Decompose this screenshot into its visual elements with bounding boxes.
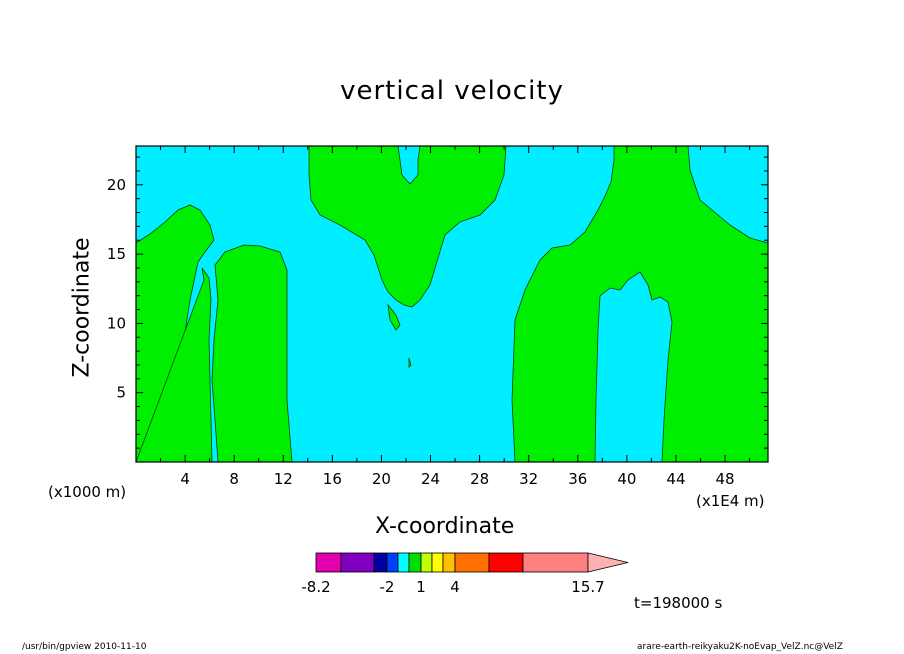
colorbar-segment bbox=[431, 552, 444, 573]
y-tick-label: 20 bbox=[107, 176, 126, 194]
colorbar-segment bbox=[454, 552, 490, 573]
x-tick-label: 36 bbox=[568, 470, 587, 488]
y-tick-label: 10 bbox=[107, 314, 126, 332]
plot-frame bbox=[135, 145, 769, 463]
x-axis-label: X-coordinate bbox=[375, 514, 515, 539]
colorbar-segment bbox=[420, 552, 433, 573]
colorbar-label: 1 bbox=[416, 578, 426, 596]
x-tick-label: 32 bbox=[519, 470, 538, 488]
y-tick-label: 5 bbox=[116, 384, 126, 402]
colorbar-segment bbox=[315, 552, 342, 573]
chart-title: vertical velocity bbox=[340, 76, 564, 106]
time-label: t=198000 s bbox=[634, 594, 723, 612]
y-axis-label: Z-coordinate bbox=[69, 237, 95, 378]
colorbar-arrow bbox=[587, 552, 629, 573]
x-tick-label: 8 bbox=[229, 470, 239, 488]
colorbar: -8.2 -2 1 4 15.7 bbox=[301, 552, 629, 596]
positive-region-1 bbox=[135, 244, 293, 463]
x-tick-label: 16 bbox=[323, 470, 342, 488]
x-unit-right-label: (x1E4 m) bbox=[696, 492, 765, 510]
colorbar-segment bbox=[397, 552, 410, 573]
x-tick-label: 48 bbox=[716, 470, 735, 488]
colorbar-label: -8.2 bbox=[301, 578, 330, 596]
x-tick-label: 24 bbox=[421, 470, 440, 488]
colorbar-segment bbox=[442, 552, 456, 573]
colorbar-label: 15.7 bbox=[571, 578, 604, 596]
colorbar-segment bbox=[373, 552, 388, 573]
positive-region-3 bbox=[387, 303, 401, 331]
footer-right: arare-earth-reikyaku2K-noEvap_VelZ.nc@Ve… bbox=[637, 642, 843, 652]
positive-region-5 bbox=[511, 145, 769, 463]
x-tick-label: 20 bbox=[372, 470, 391, 488]
colorbar-segment bbox=[340, 552, 375, 573]
x-unit-label: (x1000 m) bbox=[48, 483, 127, 501]
x-tick-label: 4 bbox=[180, 470, 190, 488]
x-tick-label: 12 bbox=[274, 470, 293, 488]
colorbar-segment bbox=[488, 552, 524, 573]
contour-fill-layer bbox=[135, 145, 769, 463]
x-tick-label: 44 bbox=[666, 470, 685, 488]
y-tick-label: 15 bbox=[107, 245, 126, 263]
x-tick-label: 28 bbox=[470, 470, 489, 488]
colorbar-segment bbox=[408, 552, 422, 573]
colorbar-segment bbox=[386, 552, 399, 573]
colorbar-segment bbox=[522, 552, 589, 573]
x-tick-label: 40 bbox=[617, 470, 636, 488]
colorbar-label: 4 bbox=[450, 578, 460, 596]
positive-region-4 bbox=[408, 357, 412, 368]
footer-left: /usr/bin/gpview 2010-11-10 bbox=[22, 642, 147, 652]
positive-region-2 bbox=[308, 145, 507, 308]
colorbar-label: -2 bbox=[380, 578, 395, 596]
